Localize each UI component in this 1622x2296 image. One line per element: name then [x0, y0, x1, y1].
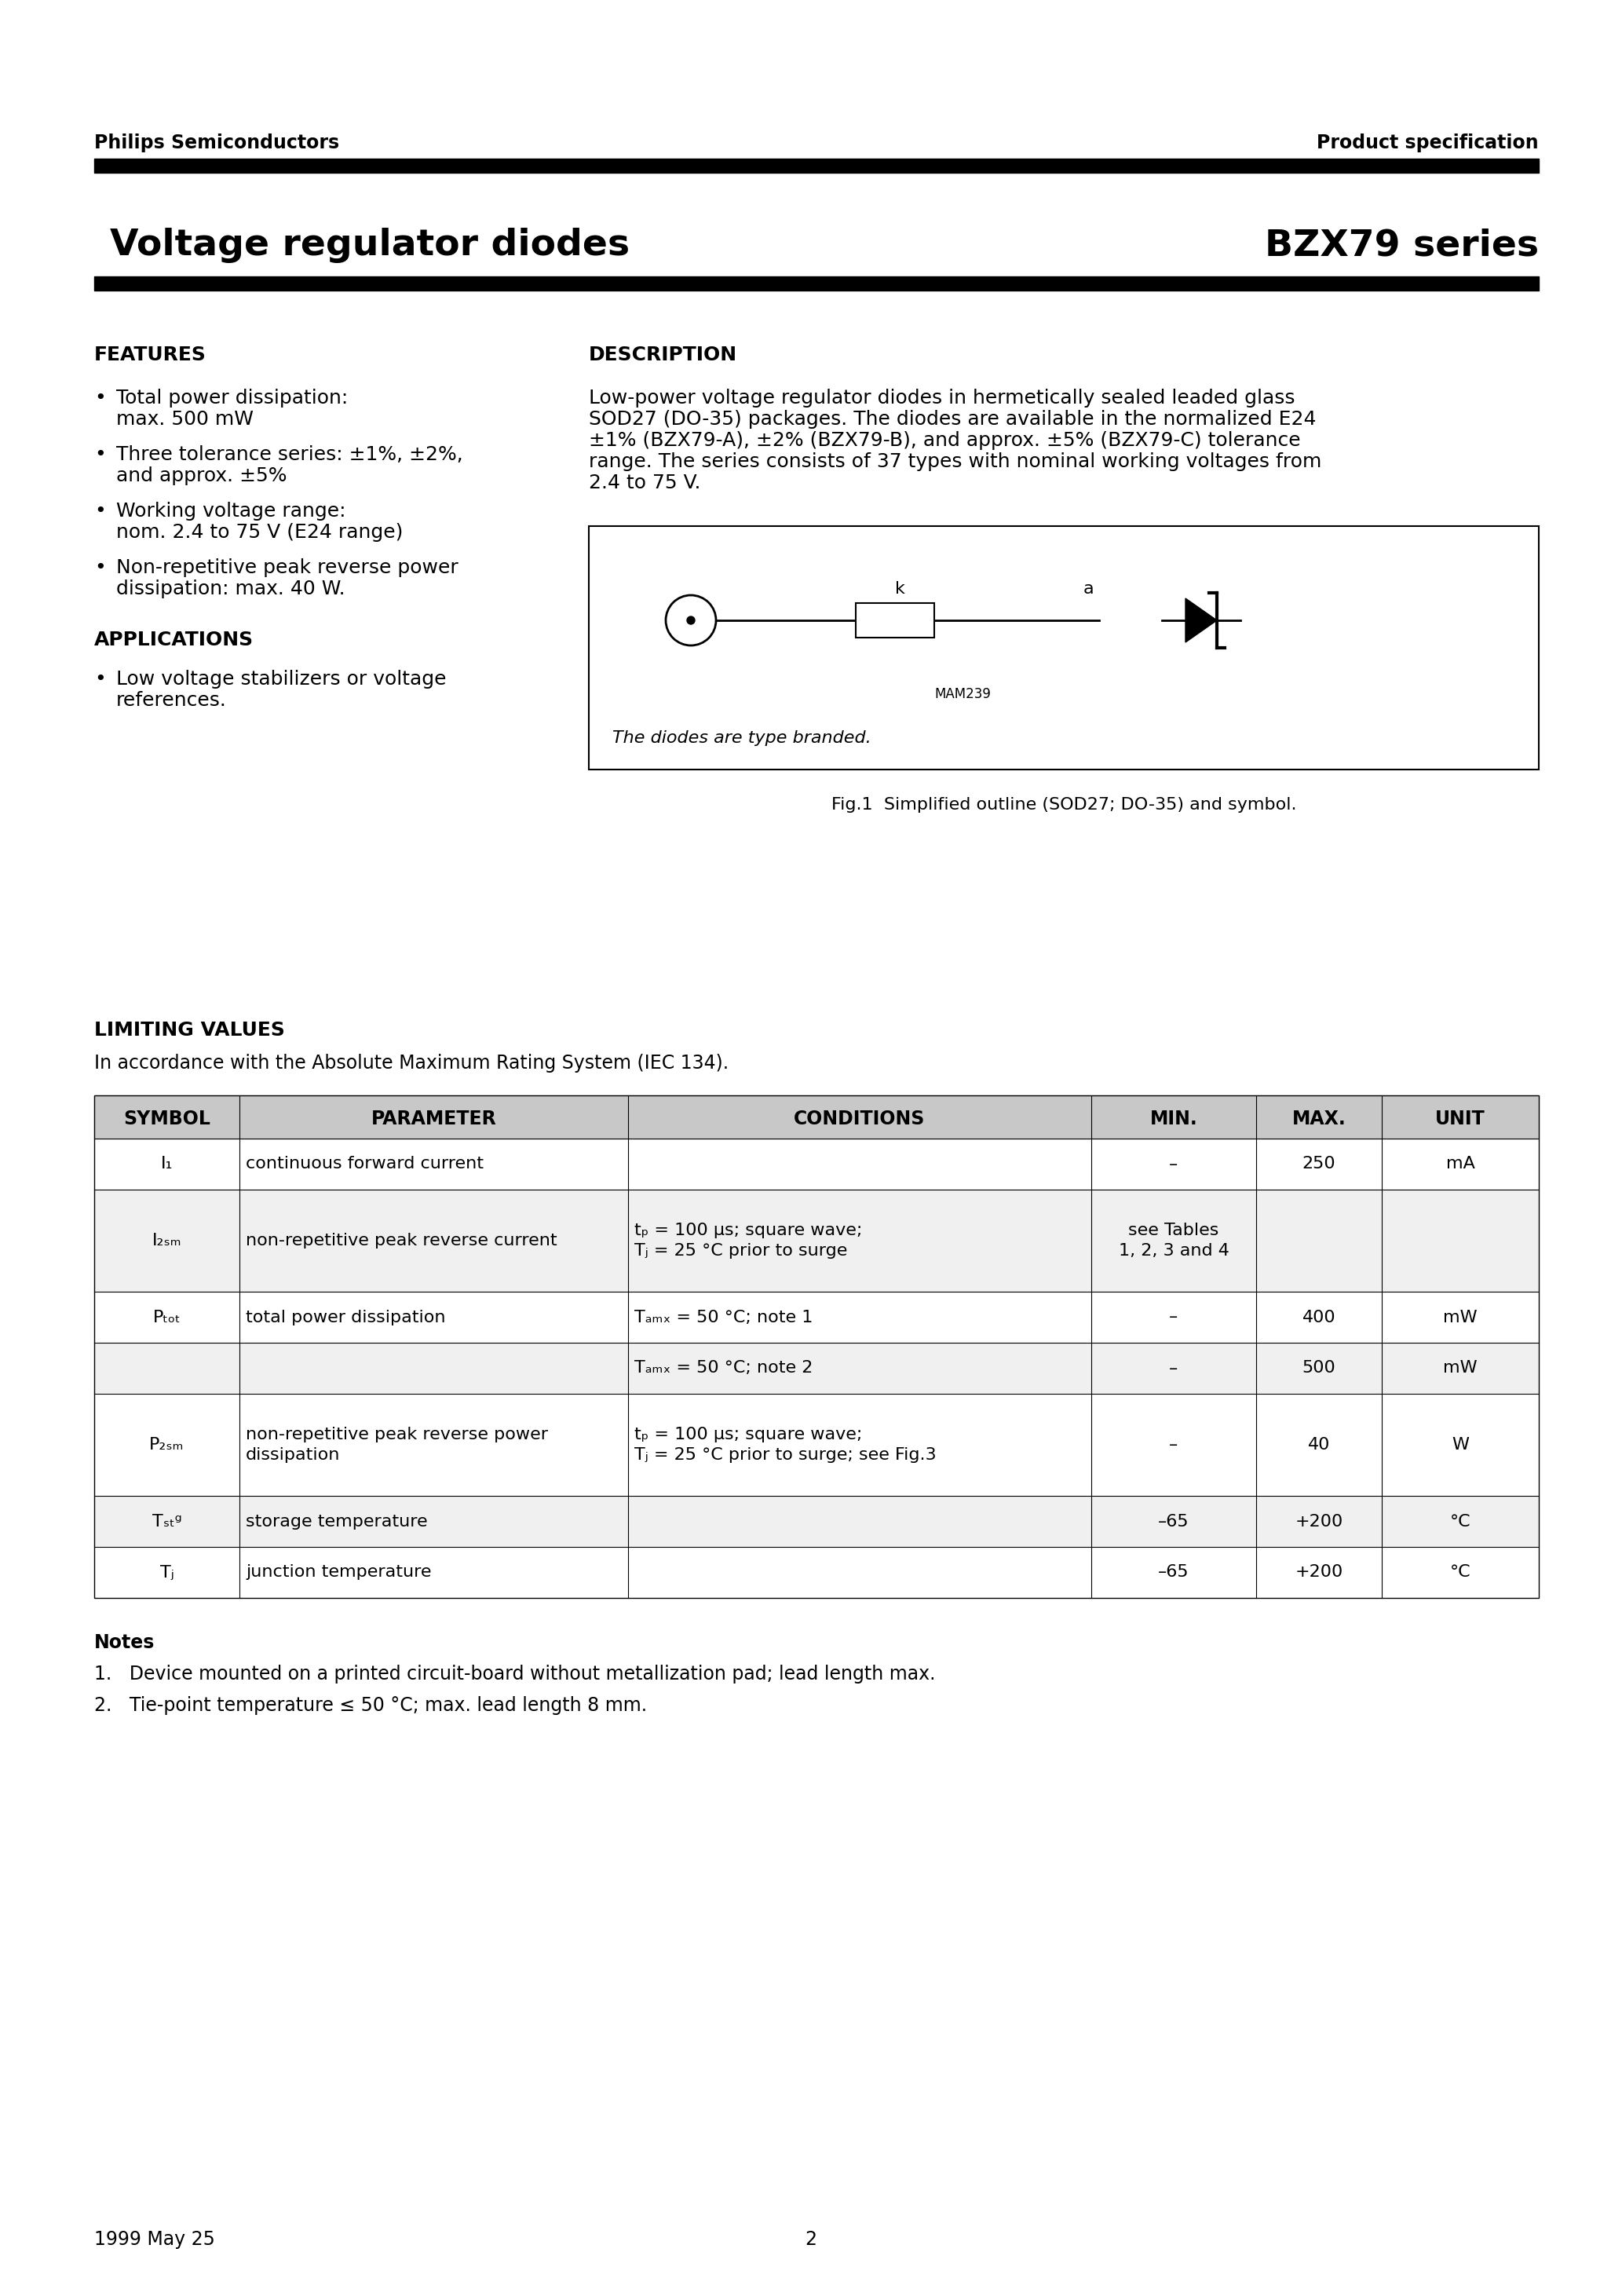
Text: Notes: Notes [94, 1632, 156, 1653]
Bar [94, 1095, 1539, 1139]
Text: –: – [1169, 1157, 1178, 1171]
Text: 500: 500 [1302, 1362, 1337, 1375]
Text: Working voltage range:: Working voltage range: [117, 503, 345, 521]
Text: nom. 2.4 to 75 V (E24 range): nom. 2.4 to 75 V (E24 range) [117, 523, 402, 542]
Text: MAX.: MAX. [1293, 1109, 1346, 1127]
Bar [94, 1497, 1539, 1548]
Bar [94, 1394, 1539, 1497]
Text: –65: –65 [1158, 1513, 1189, 1529]
Text: a: a [1083, 581, 1095, 597]
Text: P₂ₛₘ: P₂ₛₘ [149, 1437, 185, 1453]
Circle shape [688, 615, 694, 625]
Text: –65: –65 [1158, 1564, 1189, 1580]
Text: PARAMETER: PARAMETER [371, 1109, 496, 1127]
Text: °C: °C [1450, 1513, 1471, 1529]
Text: +200: +200 [1294, 1513, 1343, 1529]
Text: Voltage regulator diodes: Voltage regulator diodes [110, 227, 629, 264]
Text: continuous forward current: continuous forward current [247, 1157, 483, 1171]
Text: junction temperature: junction temperature [247, 1564, 431, 1580]
Text: 250: 250 [1302, 1157, 1335, 1171]
Text: SYMBOL: SYMBOL [123, 1109, 211, 1127]
Text: –: – [1169, 1362, 1178, 1375]
Text: 2: 2 [805, 2229, 817, 2248]
Text: total power dissipation: total power dissipation [247, 1309, 446, 1325]
Text: Non-repetitive peak reverse power: Non-repetitive peak reverse power [117, 558, 459, 576]
Text: DESCRIPTION: DESCRIPTION [589, 344, 738, 365]
Text: MIN.: MIN. [1150, 1109, 1197, 1127]
Text: Tₐₘₓ = 50 °C; note 2: Tₐₘₓ = 50 °C; note 2 [634, 1362, 813, 1375]
Text: storage temperature: storage temperature [247, 1513, 428, 1529]
Text: Three tolerance series: ±1%, ±2%,: Three tolerance series: ±1%, ±2%, [117, 445, 462, 464]
Text: °C: °C [1450, 1564, 1471, 1580]
Bar [94, 1293, 1539, 1343]
Text: 1.   Device mounted on a printed circuit-board without metallization pad; lead l: 1. Device mounted on a printed circuit-b… [94, 1665, 936, 1683]
Text: max. 500 mW: max. 500 mW [117, 411, 253, 429]
Bar [94, 1189, 1539, 1293]
Text: •: • [94, 445, 105, 464]
Text: Pₜₒₜ: Pₜₒₜ [152, 1309, 182, 1325]
Text: Low voltage stabilizers or voltage: Low voltage stabilizers or voltage [117, 670, 446, 689]
Text: Tₛₜᵍ: Tₛₜᵍ [152, 1513, 182, 1529]
Bar [856, 604, 934, 638]
Bar [94, 1139, 1539, 1189]
Text: I₁: I₁ [161, 1157, 174, 1171]
Text: UNIT: UNIT [1435, 1109, 1486, 1127]
Text: 40: 40 [1307, 1437, 1330, 1453]
Text: •: • [94, 558, 105, 576]
Text: •: • [94, 670, 105, 689]
Text: Low-power voltage regulator diodes in hermetically sealed leaded glass: Low-power voltage regulator diodes in he… [589, 388, 1294, 406]
Text: •: • [94, 503, 105, 521]
Text: CONDITIONS: CONDITIONS [795, 1109, 926, 1127]
Text: •: • [94, 388, 105, 406]
Text: non-repetitive peak reverse power: non-repetitive peak reverse power [247, 1426, 548, 1442]
Text: ±1% (BZX79-A), ±2% (BZX79-B), and approx. ±5% (BZX79-C) tolerance: ±1% (BZX79-A), ±2% (BZX79-B), and approx… [589, 432, 1301, 450]
Text: Fig.1  Simplified outline (SOD27; DO-35) and symbol.: Fig.1 Simplified outline (SOD27; DO-35) … [830, 797, 1296, 813]
Text: Philips Semiconductors: Philips Semiconductors [94, 133, 339, 152]
Bar [94, 1343, 1539, 1394]
Text: mW: mW [1444, 1309, 1478, 1325]
Text: dissipation: max. 40 W.: dissipation: max. 40 W. [117, 579, 345, 599]
Text: W: W [1452, 1437, 1470, 1453]
Text: MAM239: MAM239 [934, 687, 991, 700]
Text: dissipation: dissipation [247, 1446, 341, 1463]
Text: references.: references. [117, 691, 227, 709]
Text: –: – [1169, 1437, 1178, 1453]
Text: Tₐₘₓ = 50 °C; note 1: Tₐₘₓ = 50 °C; note 1 [634, 1309, 813, 1325]
Text: Total power dissipation:: Total power dissipation: [117, 388, 349, 406]
Text: SOD27 (DO-35) packages. The diodes are available in the normalized E24: SOD27 (DO-35) packages. The diodes are a… [589, 411, 1315, 429]
Text: In accordance with the Absolute Maximum Rating System (IEC 134).: In accordance with the Absolute Maximum … [94, 1054, 728, 1072]
Text: Tⱼ = 25 °C prior to surge; see Fig.3: Tⱼ = 25 °C prior to surge; see Fig.3 [634, 1446, 936, 1463]
Polygon shape [1186, 599, 1216, 643]
Bar [589, 526, 1539, 769]
Text: 2.   Tie-point temperature ≤ 50 °C; max. lead length 8 mm.: 2. Tie-point temperature ≤ 50 °C; max. l… [94, 1697, 647, 1715]
Text: mW: mW [1444, 1362, 1478, 1375]
Text: 2.4 to 75 V.: 2.4 to 75 V. [589, 473, 701, 491]
Text: BZX79 series: BZX79 series [1265, 227, 1539, 264]
Text: mA: mA [1445, 1157, 1474, 1171]
Text: and approx. ±5%: and approx. ±5% [117, 466, 287, 484]
Text: LIMITING VALUES: LIMITING VALUES [94, 1022, 285, 1040]
Text: I₂ₛₘ: I₂ₛₘ [152, 1233, 182, 1249]
Text: non-repetitive peak reverse current: non-repetitive peak reverse current [247, 1233, 556, 1249]
Text: range. The series consists of 37 types with nominal working voltages from: range. The series consists of 37 types w… [589, 452, 1322, 471]
Text: Tⱼ = 25 °C prior to surge: Tⱼ = 25 °C prior to surge [634, 1242, 847, 1258]
Bar [94, 1095, 1539, 1598]
Text: tₚ = 100 μs; square wave;: tₚ = 100 μs; square wave; [634, 1221, 863, 1238]
Bar [94, 276, 1539, 292]
Text: k: k [895, 581, 905, 597]
Text: FEATURES: FEATURES [94, 344, 206, 365]
Text: 1999 May 25: 1999 May 25 [94, 2229, 216, 2248]
Text: Product specification: Product specification [1317, 133, 1539, 152]
Text: 400: 400 [1302, 1309, 1335, 1325]
Text: 1, 2, 3 and 4: 1, 2, 3 and 4 [1119, 1242, 1229, 1258]
Text: The diodes are type branded.: The diodes are type branded. [613, 730, 871, 746]
Text: see Tables: see Tables [1129, 1221, 1220, 1238]
Bar [94, 1548, 1539, 1598]
Text: –: – [1169, 1309, 1178, 1325]
Text: APPLICATIONS: APPLICATIONS [94, 631, 253, 650]
Text: Tⱼ: Tⱼ [161, 1564, 174, 1580]
Bar [94, 158, 1539, 172]
Text: +200: +200 [1294, 1564, 1343, 1580]
Text: tₚ = 100 μs; square wave;: tₚ = 100 μs; square wave; [634, 1426, 863, 1442]
